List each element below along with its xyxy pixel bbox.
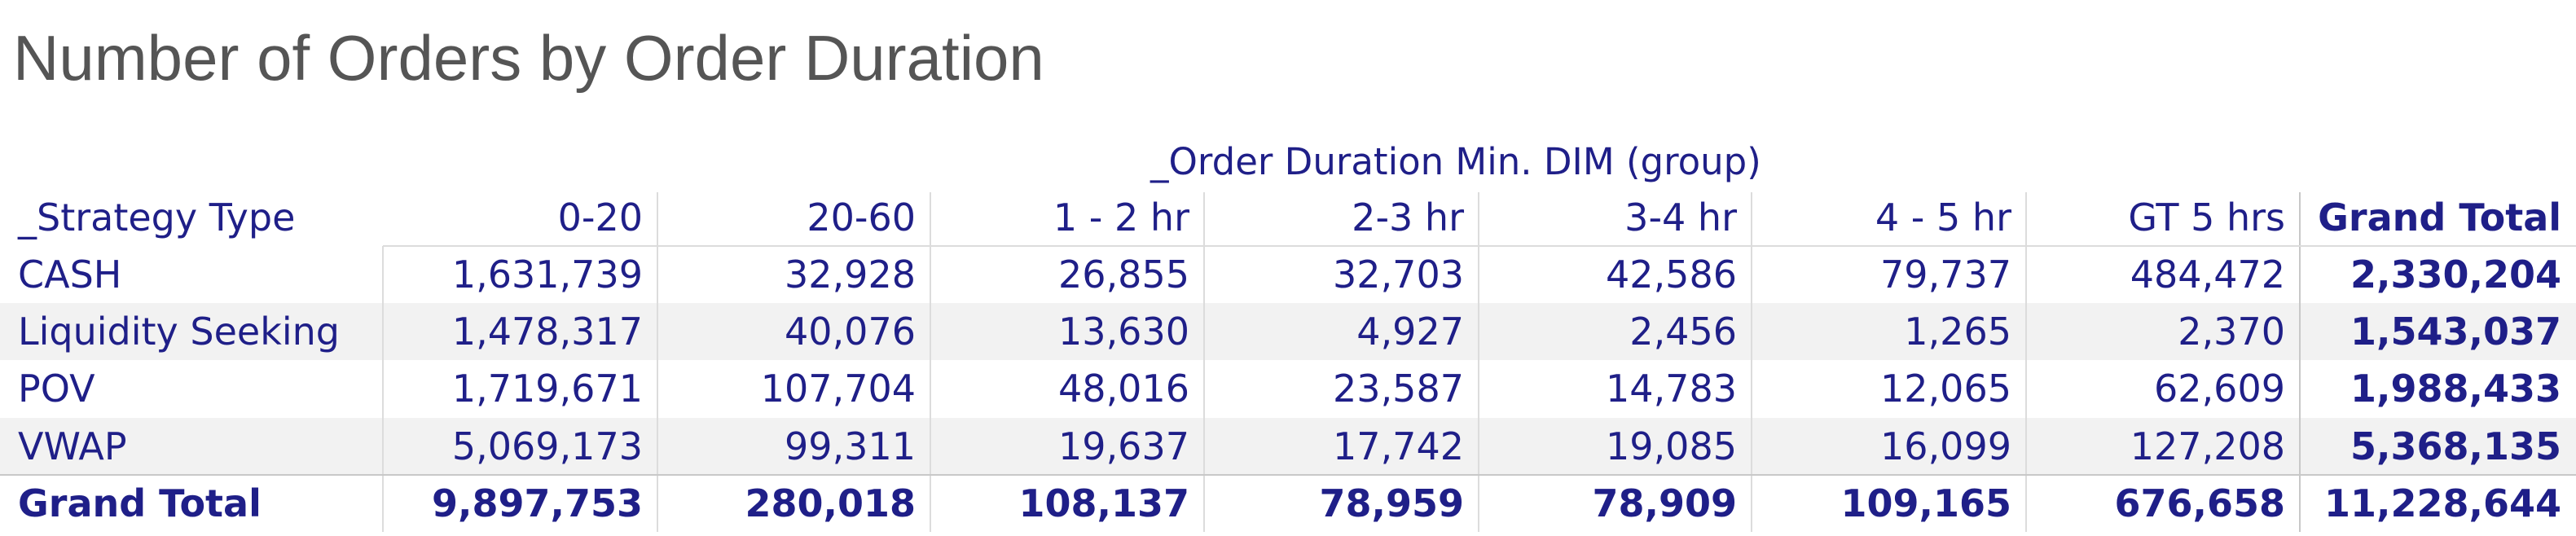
table-cell: 78,909 [1592,481,1737,525]
table-cell: 11,228,644 [2323,481,2561,525]
table-cell: 12,065 [1880,367,2011,411]
grid-line [657,192,658,532]
column-header: 0-20 [557,196,643,239]
grid-line [1203,192,1205,532]
table-cell: 78,959 [1319,481,1464,525]
table-cell: 26,855 [1058,253,1189,297]
table-cell: 40,076 [785,310,916,354]
table-cell: 16,099 [1880,424,2011,468]
row-header: Liquidity Seeking [18,310,340,354]
table-cell: 2,456 [1629,310,1737,354]
column-header: 3-4 hr [1624,196,1737,239]
table-cell: 1,988,433 [2350,367,2561,411]
table-cell: 42,586 [1606,253,1737,297]
table-cell: 23,587 [1333,367,1464,411]
column-header: 20-60 [807,196,916,239]
grid-line [383,245,2576,247]
table-cell: 1,543,037 [2350,310,2561,354]
table-cell: 108,137 [1018,481,1189,525]
table-cell: 676,658 [2114,481,2285,525]
column-group-header: _Order Duration Min. DIM (group) [1150,140,1761,183]
grid-line [930,192,931,532]
grid-line [2299,192,2301,532]
grid-line [0,473,2576,476]
column-header: Grand Total [2318,196,2561,239]
table-cell: 62,609 [2154,367,2285,411]
table-cell: 13,630 [1058,310,1189,354]
table-cell: 9,897,753 [432,481,643,525]
table-cell: 109,165 [1840,481,2011,525]
table-cell: 2,330,204 [2350,253,2561,297]
row-header: CASH [18,253,122,297]
column-header: 4 - 5 hr [1875,196,2011,239]
table-cell: 32,928 [785,253,916,297]
row-header: Grand Total [18,481,262,525]
table-cell: 14,783 [1606,367,1737,411]
grid-line [1751,192,1752,532]
table-cell: 19,085 [1606,424,1737,468]
table-cell: 99,311 [785,424,916,468]
table-cell: 280,018 [745,481,916,525]
table-cell: 32,703 [1333,253,1464,297]
column-header: _Strategy Type [18,196,296,239]
row-shade [0,303,2576,361]
table-cell: 19,637 [1058,424,1189,468]
table-cell: 1,265 [1904,310,2011,354]
row-shade [0,417,2576,475]
table-cell: 5,368,135 [2350,424,2561,468]
table-cell: 1,478,317 [451,310,643,354]
column-header: GT 5 hrs [2128,196,2285,239]
table-cell: 79,737 [1880,253,2011,297]
row-header: VWAP [18,424,127,468]
grid-line [382,246,384,532]
table-cell: 17,742 [1333,424,1464,468]
table-cell: 1,631,739 [451,253,643,297]
table-cell: 5,069,173 [451,424,643,468]
grid-line [1478,192,1479,532]
grid-line [2025,192,2027,532]
table-cell: 48,016 [1058,367,1189,411]
table-cell: 2,370 [2178,310,2285,354]
table-cell: 484,472 [2130,253,2285,297]
column-header: 2-3 hr [1352,196,1464,239]
table-cell: 127,208 [2130,424,2285,468]
table-cell: 4,927 [1356,310,1464,354]
table-cell: 107,704 [760,367,916,411]
row-header: POV [18,367,95,411]
column-header: 1 - 2 hr [1053,196,1189,239]
table-cell: 1,719,671 [451,367,643,411]
title: Number of Orders by Order Duration [13,22,1044,94]
